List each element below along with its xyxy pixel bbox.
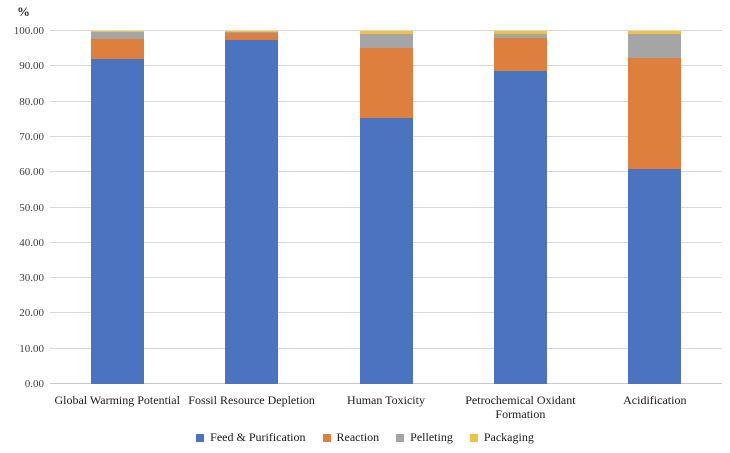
bar-fossil-resource-depletion: [225, 31, 279, 384]
bar-segment-reaction: [359, 47, 413, 118]
y-tick-label: 60.00: [19, 166, 44, 179]
bar-segment-pelleting: [225, 32, 279, 33]
bar-global-warming-potential: [90, 31, 144, 384]
chart-legend: Feed & Purification Reaction Pelleting Pack…: [0, 430, 730, 445]
bar-segment-reaction: [225, 32, 279, 40]
legend-label: Packaging: [483, 430, 534, 444]
y-tick-label: 100.00: [13, 25, 44, 37]
category-label: Human Toxicity: [347, 393, 425, 407]
y-tick-label: 10.00: [19, 342, 44, 355]
legend-item-feed-purification: Feed & Purification: [196, 430, 306, 445]
legend-item-packaging: Packaging: [469, 430, 534, 445]
bar-segment-feed-purification: [90, 59, 144, 384]
bar-human-toxicity: [359, 31, 413, 384]
bar-segment-pelleting: [493, 33, 547, 39]
bar-segment-pelleting: [628, 33, 682, 59]
bar-segment-reaction: [90, 39, 144, 60]
legend-label: Pelleting: [410, 430, 453, 444]
bar-segment-feed-purification: [359, 117, 413, 384]
y-axis-unit-label: %: [17, 4, 30, 19]
legend-item-pelleting: Pelleting: [396, 430, 453, 445]
legend-swatch-icon: [396, 433, 405, 442]
bar-petrochemical-oxidant-formation: [493, 31, 547, 384]
bar-acidification: [628, 31, 682, 384]
category-label: Global Warming Potential: [54, 393, 180, 407]
bar-segment-packaging: [225, 31, 279, 33]
category-label: Fossil Resource Depletion: [188, 393, 315, 407]
y-tick-label: 80.00: [19, 95, 44, 108]
legend-swatch-icon: [322, 433, 331, 442]
y-tick-label: 50.00: [19, 201, 44, 214]
bar-segment-feed-purification: [493, 70, 547, 384]
legend-label: Reaction: [336, 430, 380, 444]
legend-swatch-icon: [469, 433, 478, 442]
y-tick-label: 20.00: [19, 307, 44, 320]
y-tick-label: 40.00: [19, 236, 44, 249]
y-tick-label: 70.00: [19, 130, 44, 143]
category-label: Petrochemical Oxidant Formation: [465, 393, 576, 421]
y-tick-label: 90.00: [19, 60, 44, 73]
bar-segment-packaging: [359, 31, 413, 35]
legend-item-reaction: Reaction: [322, 430, 380, 445]
bar-segment-pelleting: [90, 32, 144, 40]
bar-segment-packaging: [628, 31, 682, 34]
bar-segment-reaction: [493, 38, 547, 71]
bar-segment-pelleting: [359, 34, 413, 48]
y-tick-label: 0.00: [24, 378, 44, 390]
bar-segment-feed-purification: [628, 169, 682, 384]
bar-segment-feed-purification: [225, 39, 279, 384]
bar-segment-packaging: [90, 31, 144, 33]
gridline: [50, 30, 722, 31]
legend-label: Feed & Purification: [210, 430, 306, 444]
bar-segment-reaction: [628, 58, 682, 170]
bar-segment-packaging: [493, 31, 547, 34]
y-tick-label: 30.00: [19, 272, 44, 285]
category-label: Acidification: [623, 393, 687, 407]
plot-area: [50, 30, 722, 384]
legend-swatch-icon: [196, 433, 205, 442]
